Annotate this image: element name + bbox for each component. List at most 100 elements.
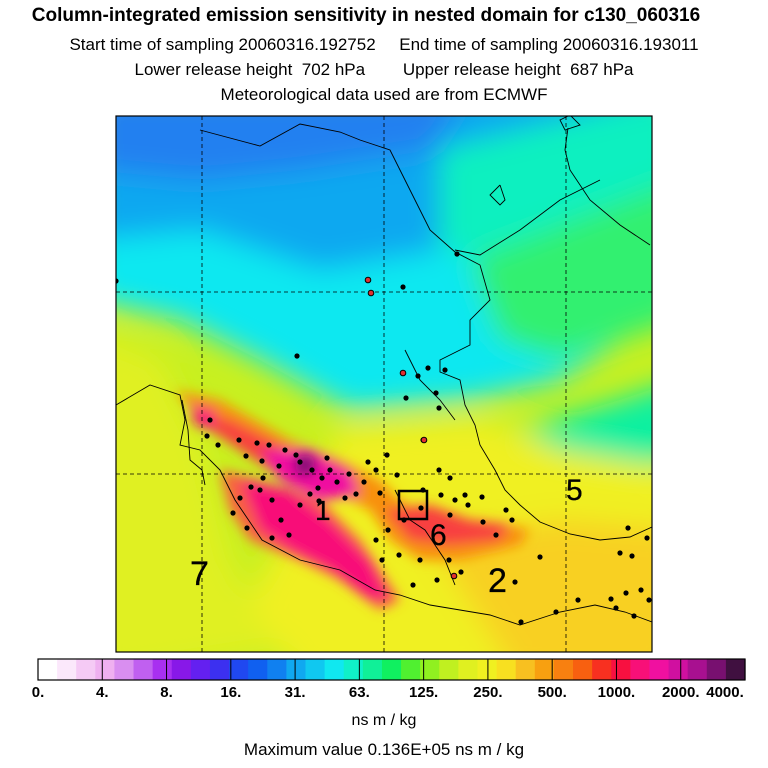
- station-dot: [260, 475, 266, 481]
- station-dot-highlight: [364, 276, 372, 284]
- colorbar-swatch: [248, 659, 268, 680]
- colorbar-tick-label: 250.: [473, 684, 503, 701]
- station-dot: [608, 596, 614, 602]
- station-dot: [410, 582, 416, 588]
- colorbar-swatch: [171, 659, 192, 680]
- station-dots: [116, 251, 652, 625]
- station-dot: [644, 535, 650, 541]
- station-dot: [401, 517, 407, 523]
- station-dot: [269, 497, 275, 503]
- station-dot: [434, 577, 440, 583]
- colorbar-swatch: [190, 659, 211, 680]
- station-dot: [237, 495, 243, 501]
- colorbar-tick-label: 125.: [409, 684, 439, 701]
- colorbar-swatch: [420, 659, 440, 680]
- map-title: Column-integrated emission sensitivity i…: [31, 5, 701, 26]
- station-dot: [631, 613, 637, 619]
- station-dot: [553, 609, 559, 615]
- station-dot: [436, 405, 442, 411]
- colorbar-swatch: [343, 659, 364, 680]
- station-dot: [403, 395, 409, 401]
- station-dot: [269, 535, 275, 541]
- station-dot: [384, 452, 390, 458]
- station-dot: [480, 519, 486, 525]
- colorbar-tick-label: 4000.: [706, 684, 744, 701]
- station-dot: [425, 365, 431, 371]
- station-dot: [282, 447, 288, 453]
- release-box: [397, 489, 429, 521]
- colorbar-swatch: [458, 659, 479, 680]
- map-frame: [115, 115, 653, 653]
- colorbar: [37, 658, 746, 681]
- station-dot: [243, 453, 249, 459]
- station-dot: [297, 502, 303, 508]
- contour-label-6: 6: [430, 519, 447, 552]
- colorbar-frame: [37, 658, 746, 681]
- station-dot: [266, 442, 272, 448]
- colorbar-tick-label: 8.: [160, 684, 173, 701]
- station-dot: [512, 579, 518, 585]
- station-dot: [400, 284, 406, 290]
- station-dot: [294, 353, 300, 359]
- sensitivity-field: 1 2 5 6 7: [116, 116, 652, 652]
- station-dot: [327, 467, 333, 473]
- station-dot: [278, 517, 284, 523]
- station-dot: [373, 467, 379, 473]
- station-dot: [276, 463, 282, 469]
- station-dot: [446, 557, 452, 563]
- sampling-time-line: Start time of sampling 20060316.192752 E…: [69, 35, 699, 54]
- colorbar-swatch: [38, 659, 58, 680]
- station-dot: [537, 554, 543, 560]
- colorbar-swatch: [267, 659, 288, 680]
- colorbar-swatch: [305, 659, 326, 680]
- station-dot: [458, 569, 464, 575]
- maximum-value-text: Maximum value 0.136E+05 ns m / kg: [243, 740, 525, 759]
- station-dot: [433, 390, 439, 396]
- colorbar-swatch: [133, 659, 154, 680]
- station-dot: [417, 557, 423, 563]
- contour-label-2: 2: [488, 562, 507, 600]
- station-dot: [286, 532, 292, 538]
- station-dot: [646, 597, 652, 603]
- station-dot: [420, 487, 426, 493]
- station-dot: [116, 278, 119, 284]
- station-dot: [297, 459, 303, 465]
- station-dot: [377, 490, 383, 496]
- station-dot: [244, 525, 250, 531]
- colorbar-swatch: [229, 659, 249, 680]
- station-dot-highlight: [420, 436, 428, 444]
- station-dot: [342, 495, 348, 501]
- colorbar-swatch: [57, 659, 77, 680]
- colorbar-tick-label: 0.: [31, 684, 45, 701]
- colorbar-swatch: [534, 659, 555, 680]
- station-dot-highlight: [450, 572, 458, 580]
- colorbar-tick-label: 2000.: [661, 684, 700, 701]
- colorbar-tick-label: 31.: [284, 684, 306, 701]
- colorbar-units: ns m / kg: [351, 712, 417, 729]
- station-dot: [293, 452, 299, 458]
- colorbar-swatch: [114, 659, 135, 680]
- station-dot-highlight: [367, 289, 375, 297]
- colorbar-swatch: [401, 659, 421, 680]
- station-dot: [315, 485, 321, 491]
- colorbar-swatch: [286, 659, 307, 680]
- contour-label-7: 7: [190, 555, 209, 593]
- station-dot: [625, 525, 631, 531]
- station-dot: [334, 479, 340, 485]
- station-dot: [396, 552, 402, 558]
- station-dot: [623, 590, 629, 596]
- colorbar-swatch: [668, 659, 689, 680]
- colorbar-tick-label: 63.: [348, 684, 370, 701]
- colorbar-swatch: [553, 659, 574, 680]
- release-height-line: Lower release height 702 hPa Upper relea…: [134, 60, 634, 79]
- station-dot: [324, 455, 330, 461]
- met-data-line: Meteorological data used are from ECMWF: [220, 85, 548, 104]
- colorbar-swatch: [649, 659, 670, 680]
- station-dot: [373, 537, 379, 543]
- station-dot: [493, 532, 499, 538]
- station-dot: [447, 512, 453, 518]
- station-dot: [638, 587, 644, 593]
- colorbar-tick-label: 500.: [537, 684, 567, 701]
- station-dot: [462, 492, 468, 498]
